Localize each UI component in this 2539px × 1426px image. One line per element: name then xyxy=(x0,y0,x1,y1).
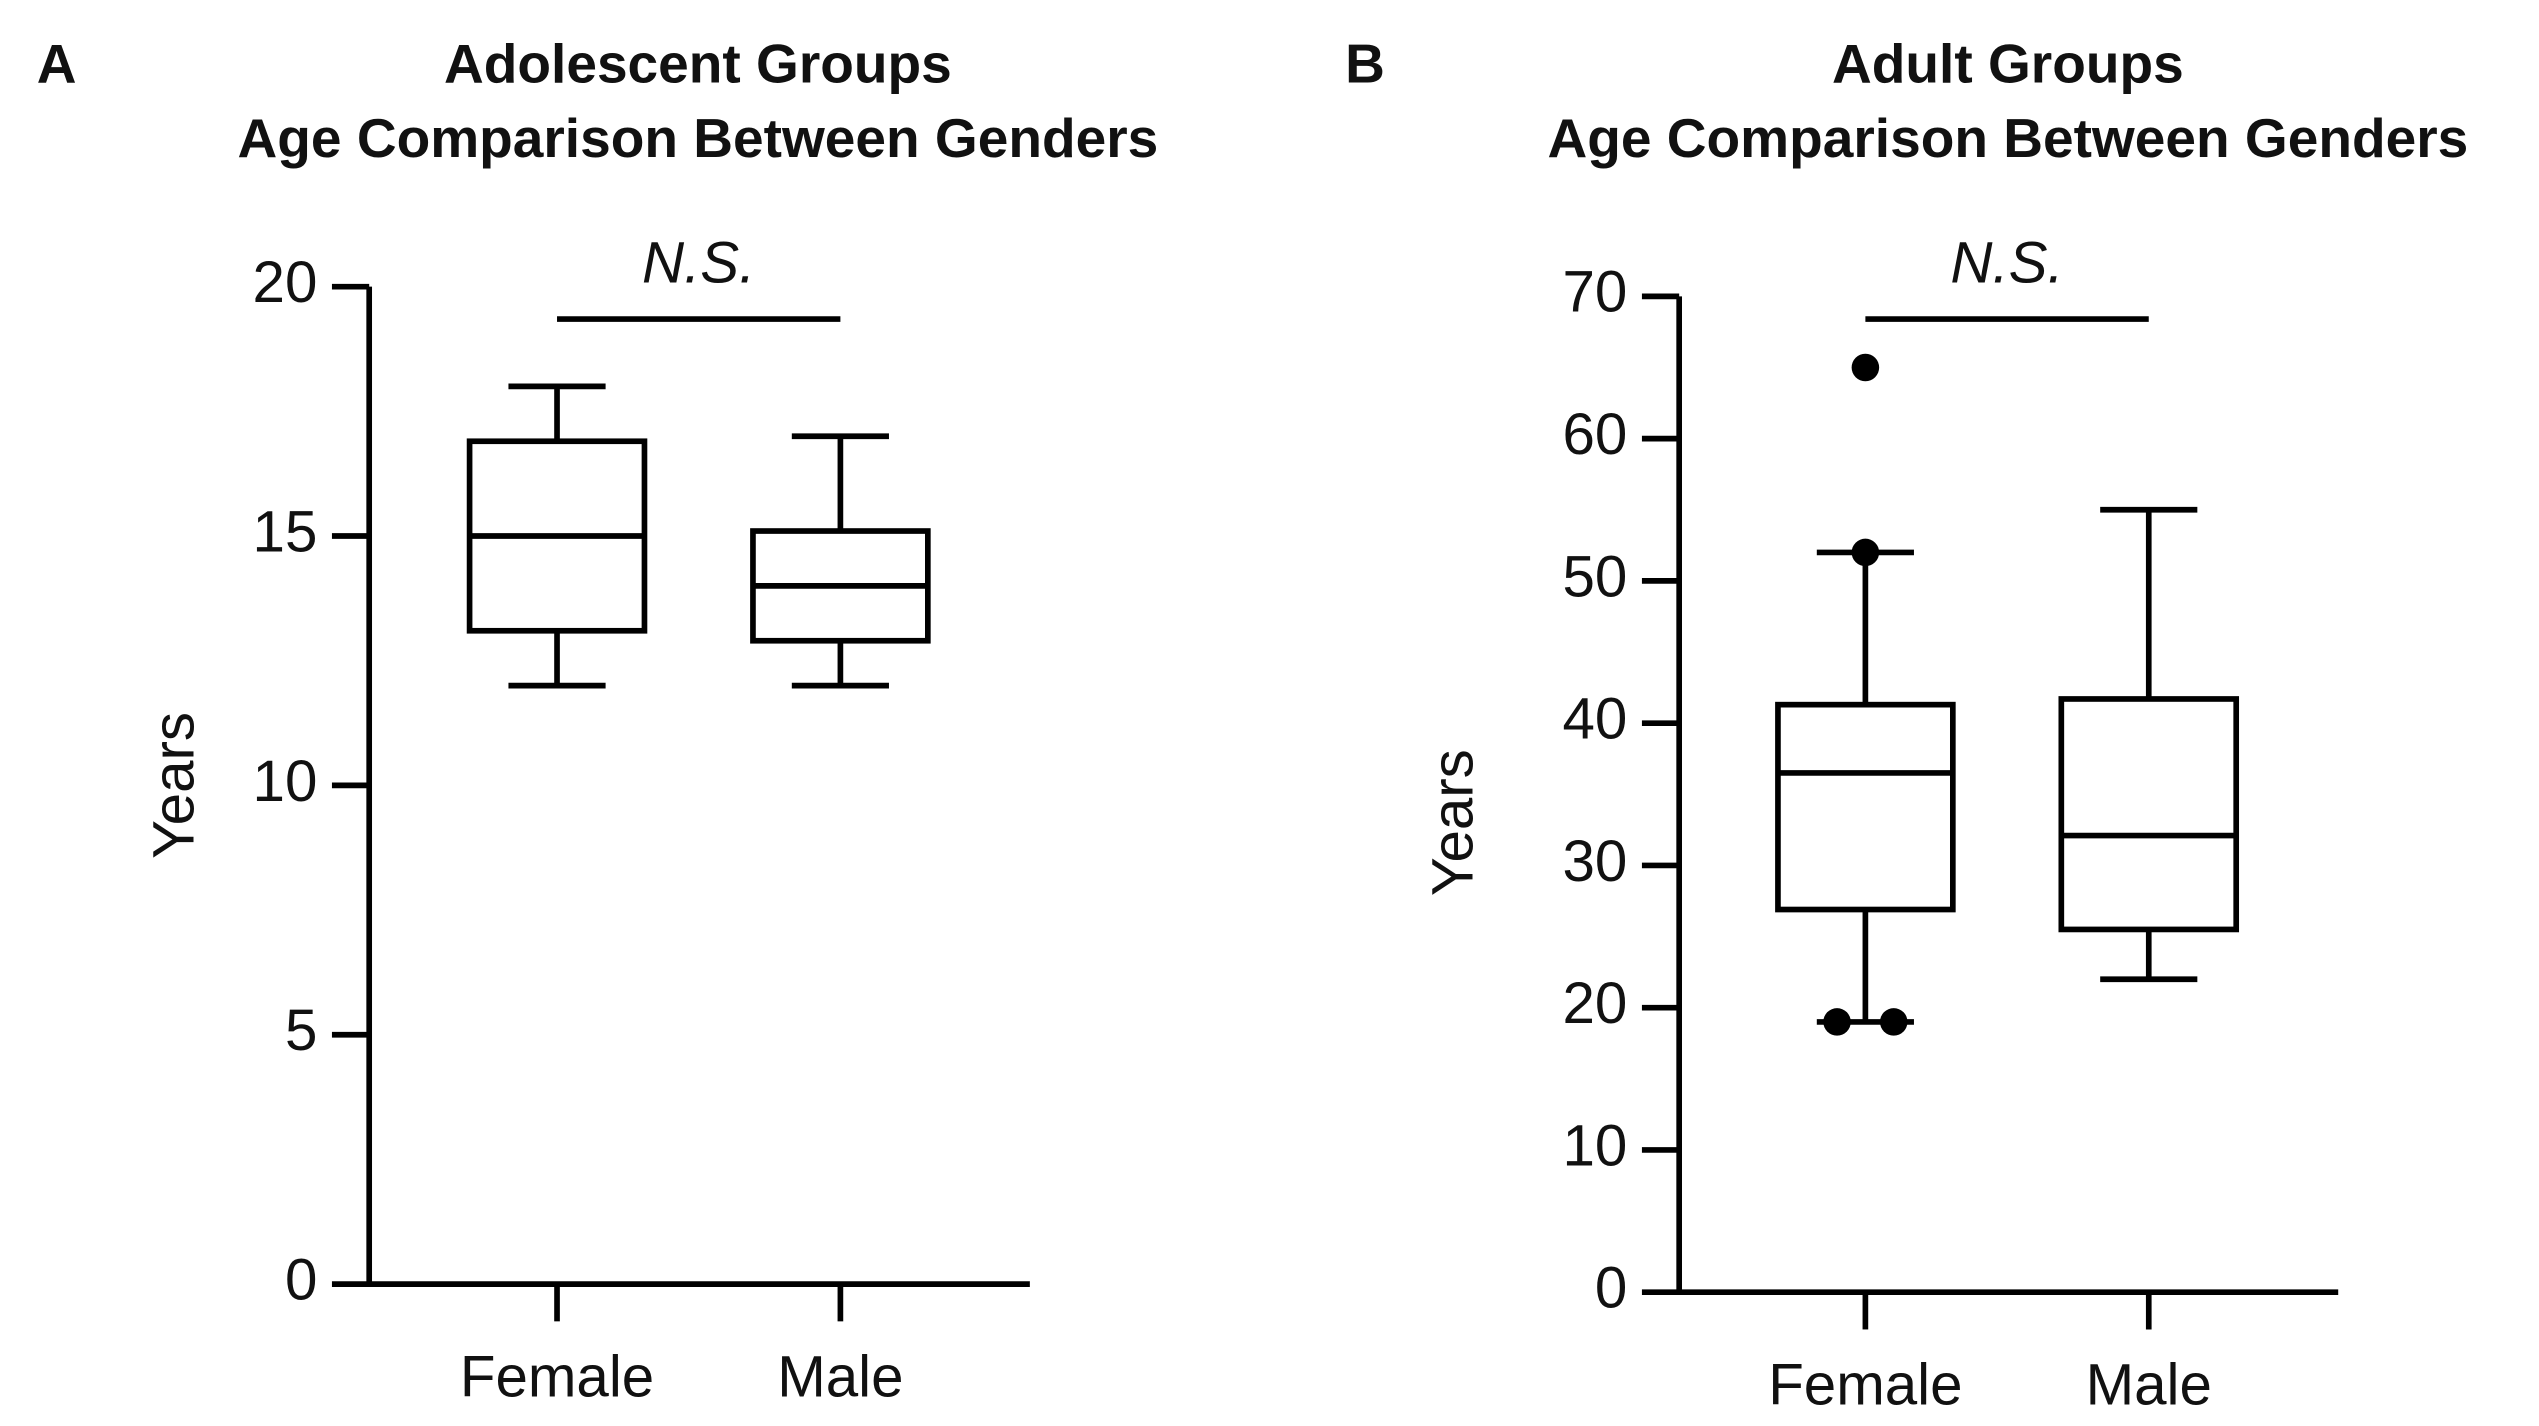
y-axis-label: Years xyxy=(1421,749,1486,896)
x-tick-label: Female xyxy=(1768,1353,1962,1418)
y-tick-label: 70 xyxy=(1563,260,1628,325)
y-tick-label: 10 xyxy=(253,749,318,814)
box xyxy=(2058,696,2240,933)
panel-label: B xyxy=(1345,33,1385,95)
outlier xyxy=(1879,1008,1908,1036)
y-tick-label: 15 xyxy=(253,499,318,564)
y-tick-label: 0 xyxy=(285,1248,317,1313)
outlier xyxy=(1851,353,1880,382)
y-tick-label: 10 xyxy=(1563,1113,1628,1178)
y-axis-label: Years xyxy=(142,712,207,859)
outlier xyxy=(1823,1008,1851,1036)
y-tick-label: 20 xyxy=(253,250,318,315)
chart-title: Adolescent Groups xyxy=(444,33,952,95)
y-tick-label: 20 xyxy=(1563,971,1628,1036)
annotation: N.S. xyxy=(642,231,755,296)
x-tick-label: Male xyxy=(2086,1353,2212,1418)
x-tick-label: Female xyxy=(460,1345,654,1410)
chart-subtitle: Age Comparison Between Genders xyxy=(1548,107,2469,169)
y-tick-label: 0 xyxy=(1595,1256,1627,1321)
chart-title: Adult Groups xyxy=(1832,33,2184,95)
box xyxy=(1775,701,1956,913)
outlier xyxy=(1851,538,1880,567)
annotation: N.S. xyxy=(1950,231,2063,296)
y-tick-label: 50 xyxy=(1563,544,1628,609)
y-tick-label: 5 xyxy=(285,998,317,1063)
y-tick-label: 30 xyxy=(1563,829,1628,894)
panel-label: A xyxy=(37,33,77,95)
y-tick-label: 40 xyxy=(1563,687,1628,752)
y-tick-label: 60 xyxy=(1563,402,1628,467)
x-tick-label: Male xyxy=(777,1345,903,1410)
chart-subtitle: Age Comparison Between Genders xyxy=(238,107,1159,169)
